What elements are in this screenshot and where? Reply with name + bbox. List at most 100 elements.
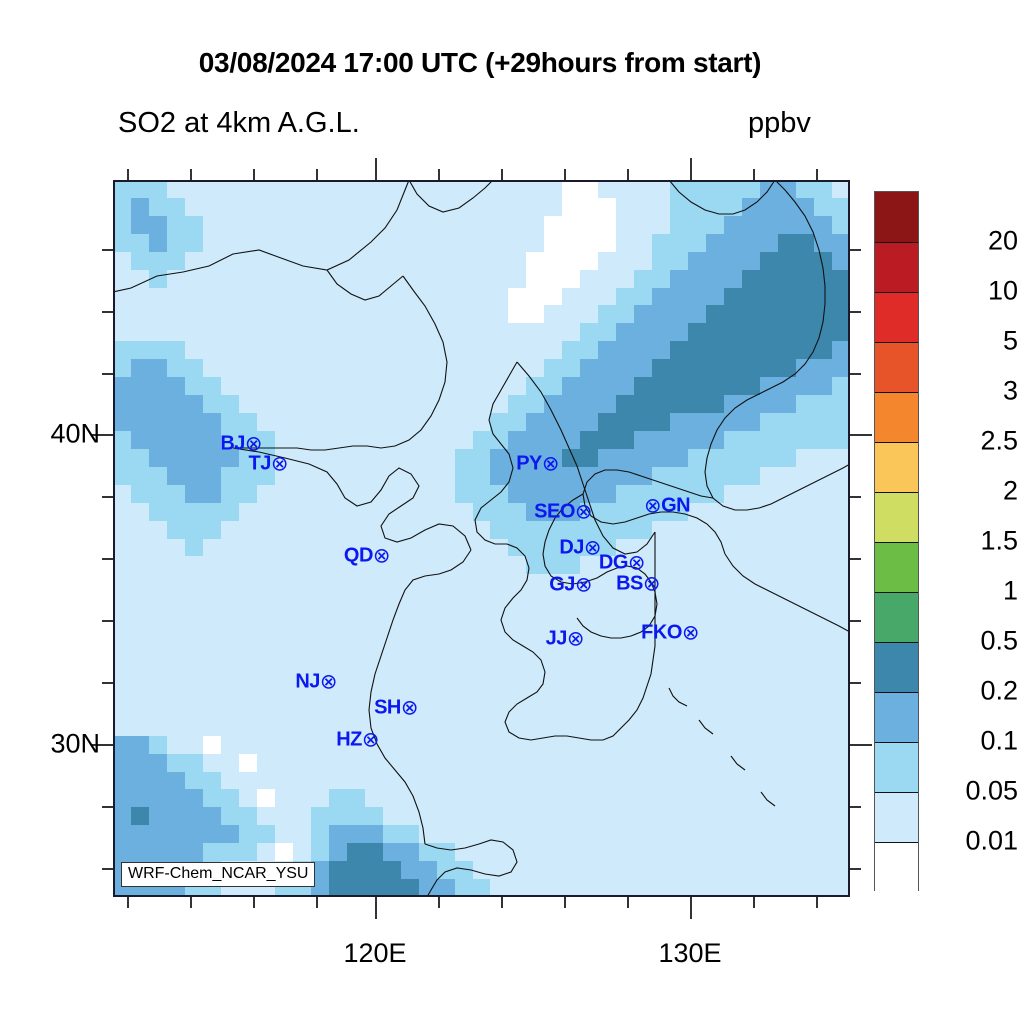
colorbar-band xyxy=(875,392,918,442)
x-axis-label: 120E xyxy=(343,938,407,968)
station-name: SEO xyxy=(534,500,575,523)
x-tick-minor xyxy=(316,169,318,180)
coastline-overlay xyxy=(113,180,850,897)
x-tick-minor xyxy=(127,897,129,908)
colorbar-tick-label: 2.5 xyxy=(980,425,1018,456)
station-label-qd: QD⊗ xyxy=(343,544,391,567)
colorbar-band xyxy=(875,542,918,592)
y-tick-minor xyxy=(102,806,113,808)
y-tick-minor xyxy=(850,249,861,251)
station-name: NJ xyxy=(295,670,320,693)
y-tick-minor xyxy=(850,558,861,560)
station-label-dg: DG⊗ xyxy=(599,551,646,575)
x-tick-minor xyxy=(753,897,755,908)
colorbar-tick-label: 10 xyxy=(987,275,1018,306)
colorbar-tick-label: 0.01 xyxy=(965,825,1018,856)
x-tick-minor xyxy=(816,897,818,908)
station-marker-icon: ⊗ xyxy=(361,728,380,752)
x-tick-minor xyxy=(127,169,129,180)
x-tick-major xyxy=(375,158,377,180)
x-axis-label: 130E xyxy=(658,938,722,968)
y-tick-minor xyxy=(102,373,113,375)
colorbar[interactable] xyxy=(874,191,919,892)
colorbar-tick-label: 3 xyxy=(1002,375,1018,406)
station-name: BS xyxy=(616,572,643,595)
x-tick-minor xyxy=(501,897,503,908)
x-tick-minor xyxy=(190,897,192,908)
station-name: BJ xyxy=(220,432,245,455)
station-marker-icon: ⊗ xyxy=(627,551,646,575)
station-marker-icon: ⊗ xyxy=(574,500,593,524)
x-tick-major xyxy=(690,897,692,919)
y-tick-minor xyxy=(850,806,861,808)
x-tick-minor xyxy=(438,169,440,180)
concentration-field xyxy=(113,180,850,897)
colorbar-tick-label: 0.2 xyxy=(980,675,1018,706)
station-name: PY xyxy=(516,452,542,475)
y-tick-major xyxy=(91,744,113,746)
station-label-dj: DJ⊗ xyxy=(559,536,602,560)
x-tick-minor xyxy=(253,897,255,908)
station-marker-icon: ⊗ xyxy=(644,494,662,518)
colorbar-tick-label: 1.5 xyxy=(980,525,1018,556)
station-name: GJ xyxy=(549,573,575,596)
y-tick-major xyxy=(850,744,872,746)
colorbar-tick-label: 20 xyxy=(987,225,1018,256)
colorbar-band xyxy=(875,842,918,892)
station-marker-icon: ⊗ xyxy=(583,536,602,560)
x-tick-minor xyxy=(438,897,440,908)
y-tick-minor xyxy=(102,249,113,251)
y-tick-minor xyxy=(850,868,861,870)
station-label-gj: GJ⊗ xyxy=(549,573,593,597)
station-markers: BJ⊗ TJ⊗ QD⊗ NJ⊗ SH⊗ HZ⊗ PY⊗ SEO⊗ ⊗GN DJ⊗ DG⊗ GJ⊗ BS⊗… xyxy=(113,180,850,897)
station-label-seo: SEO⊗ xyxy=(534,500,593,524)
y-tick-minor xyxy=(102,496,113,498)
x-tick-minor xyxy=(564,169,566,180)
colorbar-band xyxy=(875,442,918,492)
colorbar-band xyxy=(875,292,918,342)
station-marker-icon: ⊗ xyxy=(541,452,560,476)
station-label-bs: BS⊗ xyxy=(616,572,660,595)
station-marker-icon: ⊗ xyxy=(681,621,700,645)
units-label: ppbv xyxy=(748,107,811,139)
y-tick-minor xyxy=(102,682,113,684)
colorbar-band xyxy=(875,642,918,692)
y-tick-minor xyxy=(102,558,113,560)
colorbar-band xyxy=(875,592,918,642)
station-name: SH xyxy=(374,696,401,719)
station-name: GN xyxy=(661,494,691,517)
y-tick-minor xyxy=(850,373,861,375)
station-label-hz: HZ⊗ xyxy=(336,728,380,752)
colorbar-band xyxy=(875,792,918,842)
x-tick-major xyxy=(690,158,692,180)
colorbar-band xyxy=(875,492,918,542)
colorbar-tick-label: 0.1 xyxy=(980,725,1018,756)
x-tick-minor xyxy=(316,897,318,908)
y-tick-minor xyxy=(102,311,113,313)
x-tick-major xyxy=(375,897,377,919)
station-label-fko: FKO⊗ xyxy=(641,621,700,645)
x-tick-minor xyxy=(501,169,503,180)
station-name: TJ xyxy=(248,452,272,475)
map-plot-area[interactable]: BJ⊗ TJ⊗ QD⊗ NJ⊗ SH⊗ HZ⊗ PY⊗ SEO⊗ ⊗GN DJ⊗ DG⊗ GJ⊗ BS⊗… xyxy=(113,180,850,897)
station-name: QD xyxy=(343,544,374,567)
station-label-nj: NJ⊗ xyxy=(295,670,337,693)
page-title: 03/08/2024 17:00 UTC (+29hours from star… xyxy=(198,47,762,78)
y-tick-major xyxy=(850,434,872,436)
x-tick-minor xyxy=(564,897,566,908)
y-tick-minor xyxy=(102,620,113,622)
colorbar-band xyxy=(875,342,918,392)
model-tag: WRF-Chem_NCAR_YSU xyxy=(121,862,316,887)
colorbar-tick-label: 0.05 xyxy=(965,775,1018,806)
y-axis-label: 40N xyxy=(50,418,100,449)
x-tick-minor xyxy=(627,897,629,908)
y-tick-minor xyxy=(102,868,113,870)
station-label-jj: JJ⊗ xyxy=(546,628,585,650)
y-tick-minor xyxy=(850,311,861,313)
map-canvas[interactable]: BJ⊗ TJ⊗ QD⊗ NJ⊗ SH⊗ HZ⊗ PY⊗ SEO⊗ ⊗GN DJ⊗ DG⊗ GJ⊗ BS⊗… xyxy=(113,180,850,897)
y-axis-label: 30N xyxy=(50,728,100,759)
y-tick-minor xyxy=(850,620,861,622)
colorbar-tick-label: 2 xyxy=(1002,475,1018,506)
colorbar-tick-label: 1 xyxy=(1002,575,1018,606)
station-marker-icon: ⊗ xyxy=(574,573,593,597)
